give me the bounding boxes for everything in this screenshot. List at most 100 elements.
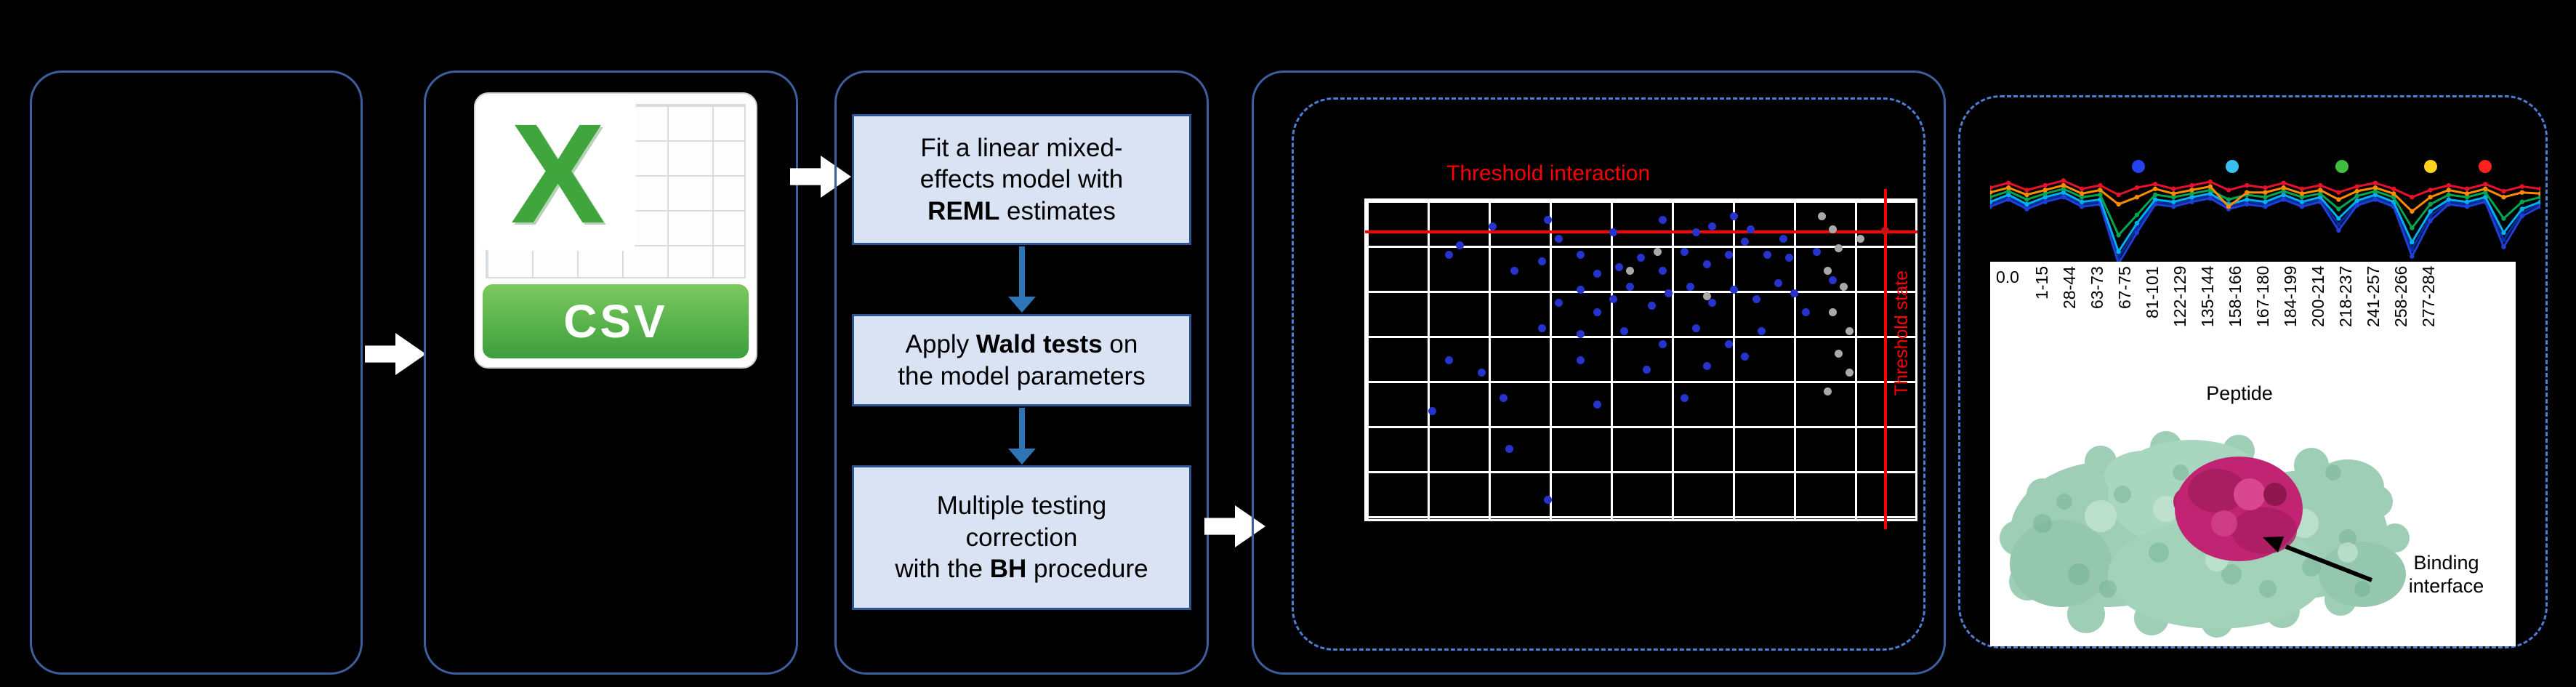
scatter-point [1702, 292, 1711, 300]
uptake-marker [2318, 191, 2323, 196]
scatter-point [1620, 327, 1629, 336]
scatter-point [1730, 212, 1739, 221]
scatter-point [1637, 254, 1645, 262]
scatter-point [1538, 257, 1547, 265]
scatter-point [1702, 260, 1711, 269]
binding-interface-label: Binding interface [2408, 552, 2484, 598]
uptake-marker [2336, 222, 2341, 227]
scatter-point [1642, 365, 1651, 374]
volcano-panel: Threshold interaction Threshold state [1252, 71, 1946, 675]
scatter-point [1779, 235, 1788, 244]
scatter-point [1702, 362, 1711, 371]
uptake-marker [2042, 199, 2048, 204]
protein-structure [2000, 431, 2410, 638]
uptake-marker [2372, 197, 2378, 202]
uptake-marker [2299, 199, 2305, 204]
uptake-marker [2134, 220, 2140, 226]
uptake-marker [2245, 197, 2250, 202]
peptide-tick-label: 200-214 [2309, 266, 2327, 328]
scatter-point [1880, 227, 1889, 236]
peptide-tick-label: 63-73 [2088, 266, 2106, 309]
uptake-marker [2006, 188, 2011, 194]
peptide-tick-label: 277-284 [2419, 266, 2438, 328]
uptake-marker [2245, 190, 2250, 195]
uptake-marker [2079, 191, 2085, 196]
uptake-marker [2336, 206, 2341, 212]
scatter-point [1829, 225, 1838, 233]
down-arrow-1 [1008, 246, 1036, 313]
csv-banner: CSV [483, 284, 749, 358]
scatter-point [1747, 225, 1755, 233]
scatter-point [1444, 250, 1453, 259]
scatter-point [1576, 355, 1585, 364]
uptake-marker [2171, 191, 2176, 196]
peptide-tick-label: 218-237 [2336, 266, 2355, 328]
uptake-marker [2372, 188, 2378, 194]
step-box-bh: Multiple testing correction with the BH … [852, 465, 1191, 610]
uptake-marker [2299, 191, 2305, 196]
scatter-point [1691, 228, 1700, 237]
uptake-marker [2391, 186, 2396, 191]
uptake-marker [2501, 188, 2506, 194]
uptake-marker [2116, 192, 2121, 198]
uptake-marker [2006, 185, 2011, 190]
stats-panel: Fit a linear mixed- effects model with R… [834, 71, 1209, 675]
uptake-marker [2171, 186, 2176, 191]
peptide-tick-label: 81-101 [2143, 266, 2162, 318]
uptake-marker [2281, 197, 2286, 202]
uptake-marker [2006, 192, 2011, 198]
uptake-marker [2189, 195, 2194, 200]
uptake-marker [2464, 199, 2470, 204]
uptake-marker [2079, 186, 2085, 191]
scatter-point [1576, 330, 1585, 339]
uptake-marker [2061, 182, 2066, 188]
legend-dots [1990, 150, 2540, 268]
uptake-marker [2299, 204, 2305, 209]
peptide-tick-label: 1-15 [2032, 266, 2051, 300]
uptake-marker [2501, 244, 2506, 249]
scatter-point [1455, 241, 1464, 249]
down-arrow-2 [1008, 408, 1036, 465]
uptake-marker [2336, 228, 2341, 233]
uptake-marker [2207, 179, 2213, 185]
uptake-marker [2299, 195, 2305, 200]
scatter-point [1681, 247, 1689, 256]
binding-arrow [2263, 537, 2373, 582]
scatter-point [1554, 298, 1563, 307]
uptake-marker [2116, 233, 2121, 238]
uptake-marker [2428, 218, 2433, 223]
uptake-marker [2428, 201, 2433, 207]
step-box-reml-text: Fit a linear mixed- effects model with R… [919, 133, 1124, 225]
uptake-marker [2024, 197, 2029, 202]
uptake-marker [2024, 192, 2029, 198]
peptide-tick-label: 122-129 [2170, 266, 2189, 328]
legend-dot [2132, 160, 2146, 173]
uptake-marker [2354, 193, 2359, 198]
scatter-point [1543, 215, 1552, 224]
peptide-tick-label: 241-257 [2364, 266, 2383, 328]
uptake-marker [2318, 182, 2323, 188]
uptake-marker [2336, 216, 2341, 221]
peptide-tick-labels: 1-15 28-44 63-73 67-75 81-101 122-129 135-144 1… [2032, 266, 2447, 377]
uptake-marker [2318, 199, 2323, 204]
uptake-marker [2061, 195, 2066, 200]
scatter-point [1609, 228, 1618, 237]
scatter-point [1686, 282, 1694, 291]
uptake-marker [2263, 199, 2268, 204]
scatter-point [1741, 238, 1750, 246]
csv-banner-label: CSV [563, 295, 668, 347]
scatter-point [1653, 247, 1662, 256]
scatter-point [1829, 308, 1838, 316]
volcano-plot: Threshold interaction Threshold state [1364, 161, 1917, 529]
uptake-marker [2519, 199, 2524, 204]
scatter-point [1664, 289, 1673, 297]
legend-dot [2423, 160, 2437, 173]
step-box-bh-text: Multiple testing correction with the BH … [895, 491, 1148, 584]
scatter-point [1576, 250, 1585, 259]
scatter-point [1708, 222, 1717, 230]
uptake-marker [2098, 192, 2103, 198]
scatter-point [1724, 250, 1733, 259]
csv-file-icon: X CSV [474, 92, 757, 369]
uptake-marker [2226, 204, 2231, 209]
